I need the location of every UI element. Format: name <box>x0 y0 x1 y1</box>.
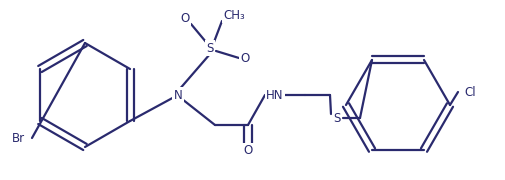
Text: HN: HN <box>266 89 284 102</box>
Text: O: O <box>240 51 249 64</box>
Text: S: S <box>333 111 341 125</box>
Text: S: S <box>207 42 214 55</box>
Text: N: N <box>174 89 182 102</box>
Text: Cl: Cl <box>464 86 476 98</box>
Text: O: O <box>243 145 252 158</box>
Text: O: O <box>180 12 189 24</box>
Text: CH₃: CH₃ <box>223 8 245 21</box>
Text: Br: Br <box>12 132 25 145</box>
